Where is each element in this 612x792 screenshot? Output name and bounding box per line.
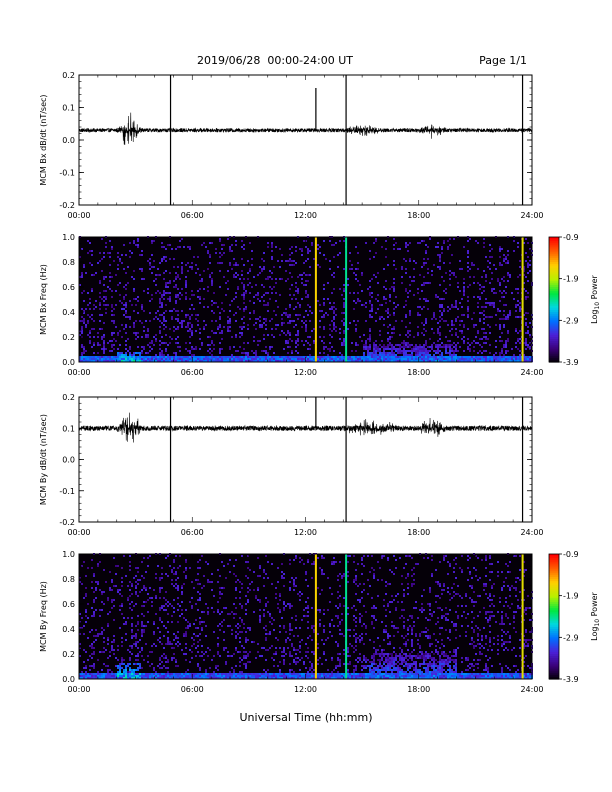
- colorbar-tick-label: -2.9: [563, 316, 579, 325]
- colorbar-tick-label: -3.9: [563, 675, 579, 684]
- x-tick-label: 24:00: [520, 211, 543, 220]
- y-tick-label: 0.1: [62, 104, 75, 113]
- y-tick-label: -0.1: [59, 169, 75, 178]
- colorbar-label: Log10 Power: [590, 274, 601, 323]
- x-axis-label: Universal Time (hh:mm): [240, 711, 373, 724]
- y-tick-label: 0.2: [62, 333, 75, 342]
- x-tick-label: 06:00: [181, 685, 204, 694]
- x-tick-label: 00:00: [67, 528, 90, 537]
- colorbar: -0.9 -1.9 -2.9 -3.9 Log10 Power: [548, 233, 601, 367]
- y-axis-label: MCM Bx dB/dt (nT/sec): [39, 94, 48, 185]
- y-tick-label: -0.1: [59, 487, 75, 496]
- x-tick-label: 24:00: [520, 528, 543, 537]
- y-tick-label: 0.0: [62, 456, 75, 465]
- y-tick-label: -0.2: [59, 201, 75, 210]
- broadband-line-2: [345, 554, 348, 679]
- x-tick-label: 00:00: [67, 368, 90, 377]
- bx-dbdt-trace: [78, 112, 533, 145]
- y-tick-label: 0.0: [62, 675, 75, 684]
- colorbar-tick-label: -0.9: [563, 550, 579, 559]
- x-tick-label: 12:00: [294, 685, 317, 694]
- colorbar-tick-label: -2.9: [563, 633, 579, 642]
- y-tick-label: -0.2: [59, 518, 75, 527]
- bx-dbdt-frame: [78, 74, 533, 206]
- colorbar-tick-label: -3.9: [563, 358, 579, 367]
- colorbar-frame: [548, 236, 560, 363]
- x-tick-label: 06:00: [181, 528, 204, 537]
- x-tick-label: 18:00: [407, 685, 430, 694]
- x-tick-label: 18:00: [407, 368, 430, 377]
- y-tick-label: 0.6: [62, 283, 75, 292]
- y-tick-label: 0.0: [62, 358, 75, 367]
- colorbar-frame: [548, 553, 560, 680]
- by-dbdt-trace: [78, 412, 533, 443]
- page-indicator: Page 1/1: [479, 54, 527, 67]
- broadband-line-1: [314, 237, 317, 362]
- broadband-line-1: [314, 554, 317, 679]
- bx-spec-panel: -0.9 -1.9 -2.9 -3.9 Log10 Power 1.0 0.8 0.6 0.4 0…: [39, 233, 601, 377]
- bx-dbdt-panel: 0.2 0.1 0.0 -0.1 -0.200:00 06:00 12:00 18:00 24:…: [39, 71, 544, 220]
- y-tick-label: 0.2: [62, 650, 75, 659]
- y-tick-label: 0.6: [62, 600, 75, 609]
- broadband-line-2: [345, 237, 348, 362]
- y-tick-label: 0.1: [62, 424, 75, 433]
- y-tick-label: 0.0: [62, 136, 75, 145]
- y-tick-label: 0.2: [62, 71, 75, 80]
- y-axis-label: MCM By Freq (Hz): [39, 581, 48, 652]
- x-tick-label: 06:00: [181, 211, 204, 220]
- y-tick-label: 0.4: [62, 625, 75, 634]
- x-tick-label: 18:00: [407, 528, 430, 537]
- x-tick-label: 00:00: [67, 685, 90, 694]
- date-range-title: 2019/06/28 00:00-24:00 UT: [197, 54, 353, 67]
- colorbar-tick-label: -1.9: [563, 275, 579, 284]
- colorbar-tick-label: -1.9: [563, 592, 579, 601]
- x-tick-label: 06:00: [181, 368, 204, 377]
- spectrogram-cells: [79, 236, 533, 362]
- x-tick-label: 00:00: [67, 211, 90, 220]
- x-tick-label: 24:00: [520, 368, 543, 377]
- colorbar-label: Log10 Power: [590, 591, 601, 640]
- by-dbdt-panel: 0.2 0.1 0.0 -0.1 -0.200:00 06:00 12:00 18:00 24:…: [39, 393, 544, 537]
- broadband-line-3: [521, 554, 524, 679]
- y-tick-label: 1.0: [62, 550, 75, 559]
- y-axis-label: MCM By dB/dt (nT/sec): [39, 414, 48, 505]
- colorbar-tick-label: -0.9: [563, 233, 579, 242]
- x-tick-label: 18:00: [407, 211, 430, 220]
- y-tick-label: 0.4: [62, 308, 75, 317]
- y-tick-label: 0.8: [62, 258, 75, 267]
- x-tick-label: 24:00: [520, 685, 543, 694]
- by-dbdt-frame: [78, 396, 533, 523]
- y-tick-label: 0.2: [62, 393, 75, 402]
- x-tick-label: 12:00: [294, 528, 317, 537]
- y-axis-label: MCM Bx Freq (Hz): [39, 264, 48, 335]
- y-tick-label: 1.0: [62, 233, 75, 242]
- colorbar: -0.9 -1.9 -2.9 -3.9 Log10 Power: [548, 550, 601, 684]
- broadband-line-3: [521, 237, 524, 362]
- spectrogram-cells: [79, 553, 533, 679]
- x-tick-label: 12:00: [294, 211, 317, 220]
- y-tick-label: 0.8: [62, 575, 75, 584]
- by-spec-panel: -0.9 -1.9 -2.9 -3.9 Log10 Power 1.0 0.8 0.6 0.4 0…: [39, 550, 601, 694]
- x-tick-label: 12:00: [294, 368, 317, 377]
